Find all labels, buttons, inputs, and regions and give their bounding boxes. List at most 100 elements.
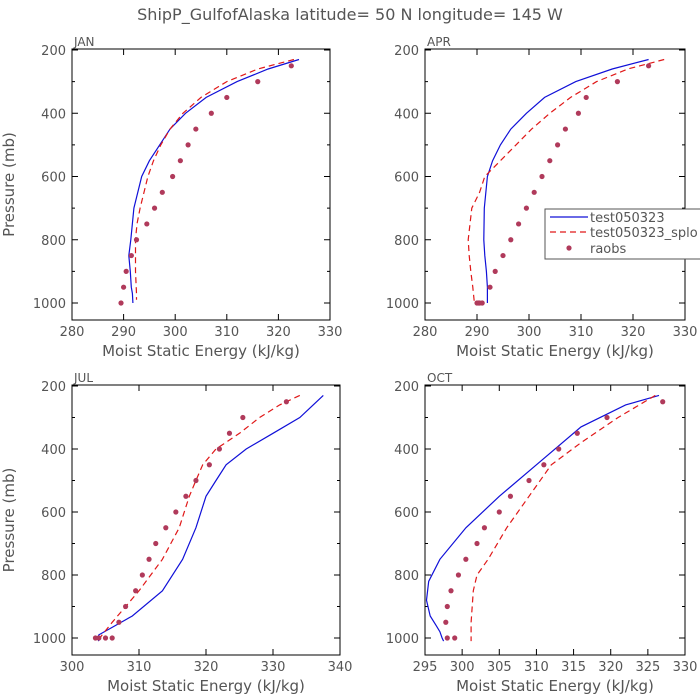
point-raobs	[109, 635, 115, 641]
point-raobs	[170, 173, 176, 180]
point-raobs	[206, 462, 212, 468]
legend-label-raobs: raobs	[590, 242, 627, 257]
x-tick-label: 330	[673, 325, 698, 340]
y-tick-label: 800	[41, 234, 66, 249]
x-tick-label: 295	[413, 660, 438, 675]
point-raobs	[163, 525, 169, 531]
point-raobs	[159, 189, 165, 195]
point-raobs	[646, 63, 652, 69]
x-tick-label: 290	[111, 325, 136, 340]
panel-apr: APR 200 400 600 800 1000 280 290 300 310 320 330 Moi…	[386, 35, 698, 360]
figure-title: ShipP_GulfofAlaska latitude= 50 N longit…	[137, 5, 563, 25]
point-raobs	[487, 284, 493, 290]
panel-label: JAN	[73, 35, 95, 49]
panel-label: OCT	[427, 371, 453, 385]
y-tick-label: 1000	[33, 297, 66, 312]
point-raobs	[507, 493, 514, 499]
point-raobs	[614, 79, 621, 85]
y-tick-label: 200	[394, 380, 419, 395]
point-raobs	[173, 509, 179, 515]
point-raobs	[139, 572, 145, 578]
x-tick-label: 340	[328, 660, 353, 675]
point-raobs	[516, 221, 522, 227]
x-tick-label: 330	[318, 325, 343, 340]
point-raobs	[556, 446, 562, 452]
series-line-test050323	[96, 394, 324, 642]
y-tick-label: 600	[41, 171, 66, 186]
panel-oct: OCT 200 400 600 800 1000 295 300 305 310 315 320 325…	[386, 371, 698, 695]
panel-jan: JAN 200 400 600 800 1000 280 290 300 310 320 330 Moi…	[0, 35, 342, 360]
plot-frame	[424, 384, 686, 656]
point-raobs	[226, 430, 233, 436]
y-axis-label: Pressure (mb)	[0, 468, 18, 573]
x-axis-label: Moist Static Energy (kJ/kg)	[456, 677, 654, 695]
point-raobs	[151, 205, 158, 211]
x-tick-label: 300	[60, 660, 85, 675]
panel-jul: JUL 200 400 600 800 1000 300 310 320 330 340 Moist …	[0, 371, 352, 695]
plot-frame	[71, 384, 341, 656]
x-tick-label: 290	[465, 325, 490, 340]
legend-label-test050323: test050323	[590, 211, 665, 226]
y-tick-label: 600	[41, 506, 66, 521]
point-raobs	[444, 603, 450, 610]
point-raobs	[660, 399, 666, 405]
y-tick-label: 1000	[33, 632, 66, 647]
series-line-test050323_splo	[97, 394, 301, 642]
point-raobs	[133, 237, 140, 243]
point-raobs	[283, 399, 289, 405]
point-raobs	[288, 63, 294, 69]
point-raobs	[523, 205, 530, 211]
x-tick-label: 315	[561, 660, 586, 675]
plot-area	[118, 58, 300, 306]
point-raobs	[208, 110, 214, 116]
point-raobs	[526, 477, 532, 484]
y-tick-label: 200	[41, 44, 66, 59]
point-raobs	[255, 79, 261, 85]
point-raobs	[475, 300, 482, 306]
plot-frame	[424, 48, 686, 321]
point-raobs	[481, 525, 488, 531]
point-raobs	[531, 189, 537, 195]
point-raobs	[474, 540, 480, 547]
panel-label: JUL	[73, 371, 93, 385]
x-tick-label: 280	[60, 325, 85, 340]
panel-label: APR	[427, 35, 451, 49]
y-tick-label: 1000	[386, 297, 419, 312]
point-raobs	[123, 603, 129, 610]
series-line-test050323	[425, 394, 660, 642]
plot-area	[92, 394, 324, 642]
point-raobs	[575, 110, 582, 116]
legend-swatch-raobs	[566, 245, 572, 251]
y-tick-label: 600	[394, 506, 419, 521]
point-raobs	[118, 300, 124, 306]
x-tick-label: 320	[621, 325, 646, 340]
x-tick-label: 305	[487, 660, 512, 675]
point-raobs	[452, 635, 458, 641]
point-raobs	[144, 221, 150, 227]
x-tick-label: 300	[517, 325, 542, 340]
point-raobs	[463, 556, 469, 562]
point-raobs	[153, 540, 159, 547]
x-tick-label: 310	[214, 325, 239, 340]
point-raobs	[443, 619, 449, 625]
point-raobs	[583, 94, 589, 101]
point-raobs	[121, 284, 127, 290]
point-raobs	[146, 556, 152, 562]
y-tick-label: 600	[394, 171, 419, 186]
y-axis-label: Pressure (mb)	[0, 132, 18, 237]
x-tick-label: 330	[261, 660, 286, 675]
x-axis-label: Moist Static Energy (kJ/kg)	[107, 677, 305, 695]
point-raobs	[508, 237, 514, 243]
x-tick-label: 300	[163, 325, 188, 340]
point-raobs	[116, 619, 122, 625]
x-tick-label: 310	[127, 660, 152, 675]
point-raobs	[500, 252, 506, 259]
legend-label-splo: test050323_splo	[590, 226, 698, 241]
point-raobs	[123, 268, 129, 274]
x-tick-label: 310	[569, 325, 594, 340]
point-raobs	[444, 635, 450, 641]
point-raobs	[492, 268, 498, 274]
y-tick-label: 1000	[386, 632, 419, 647]
y-tick-label: 200	[394, 44, 419, 59]
y-tick-label: 400	[41, 107, 66, 122]
